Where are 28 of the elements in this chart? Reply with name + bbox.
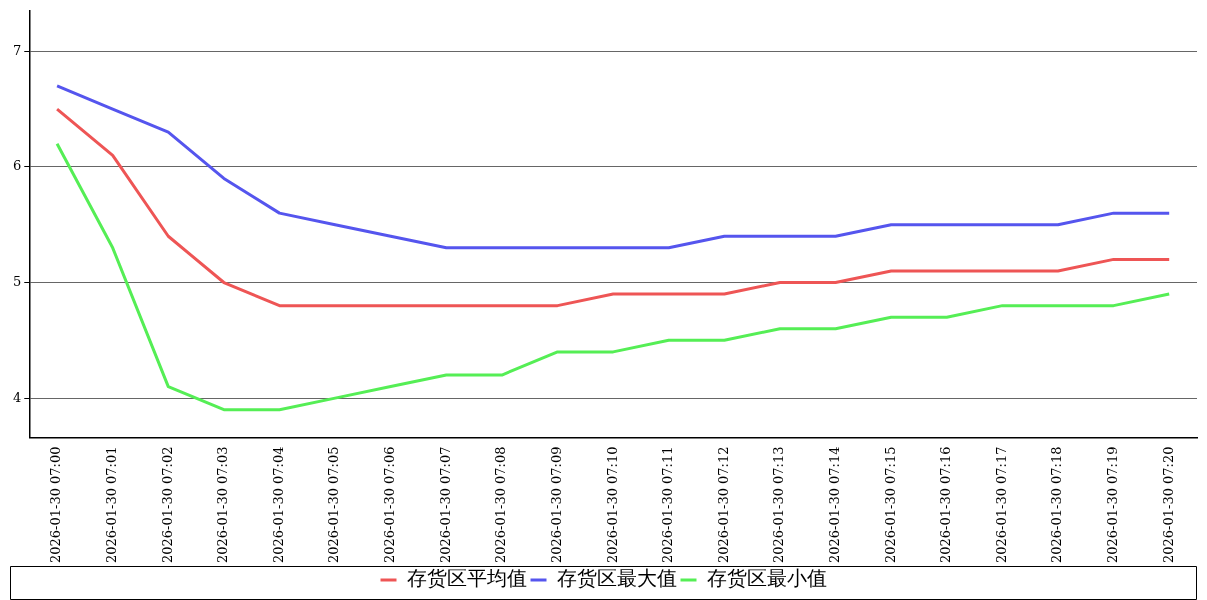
x-tick-label: 2026-01-30 07:08: [493, 446, 509, 564]
x-tick-label: 2026-01-30 07:19: [1104, 446, 1120, 564]
y-tick-label: 6: [12, 158, 22, 174]
x-tick-label: 2026-01-30 07:01: [104, 446, 120, 564]
legend-label: 存货区平均值: [406, 566, 527, 591]
x-tick-label: 2026-01-30 07:07: [437, 446, 453, 564]
x-tick-label: 2026-01-30 07:20: [1160, 446, 1176, 564]
x-tick-label: 2026-01-30 07:05: [326, 446, 342, 564]
x-tick-label: 2026-01-30 07:14: [826, 446, 842, 564]
y-tick-label: 4: [12, 389, 22, 405]
x-tick-label: 2026-01-30 07:17: [993, 446, 1009, 564]
y-tick-label: 7: [12, 42, 22, 58]
x-tick-label: 2026-01-30 07:11: [660, 446, 676, 564]
x-tick-label: 2026-01-30 07:03: [215, 446, 231, 564]
x-tick-label: 2026-01-30 07:04: [270, 446, 286, 564]
x-tick-label: 2026-01-30 07:16: [938, 446, 954, 564]
x-tick-label: 2026-01-30 07:09: [548, 446, 564, 564]
legend-label: 存货区最大值: [556, 566, 677, 591]
x-tick-label: 2026-01-30 07:10: [604, 446, 620, 564]
x-tick-label: 2026-01-30 07:13: [771, 446, 787, 564]
x-tick-label: 2026-01-30 07:00: [48, 446, 64, 564]
x-tick-label: 2026-01-30 07:06: [382, 446, 398, 564]
x-tick-label: 2026-01-30 07:12: [715, 446, 731, 564]
x-tick-label: 2026-01-30 07:02: [159, 446, 175, 564]
legend-label: 存货区最小值: [706, 566, 827, 591]
y-tick-label: 5: [12, 273, 22, 289]
x-tick-label: 2026-01-30 07:18: [1049, 446, 1065, 564]
x-tick-label: 2026-01-30 07:15: [882, 446, 898, 564]
